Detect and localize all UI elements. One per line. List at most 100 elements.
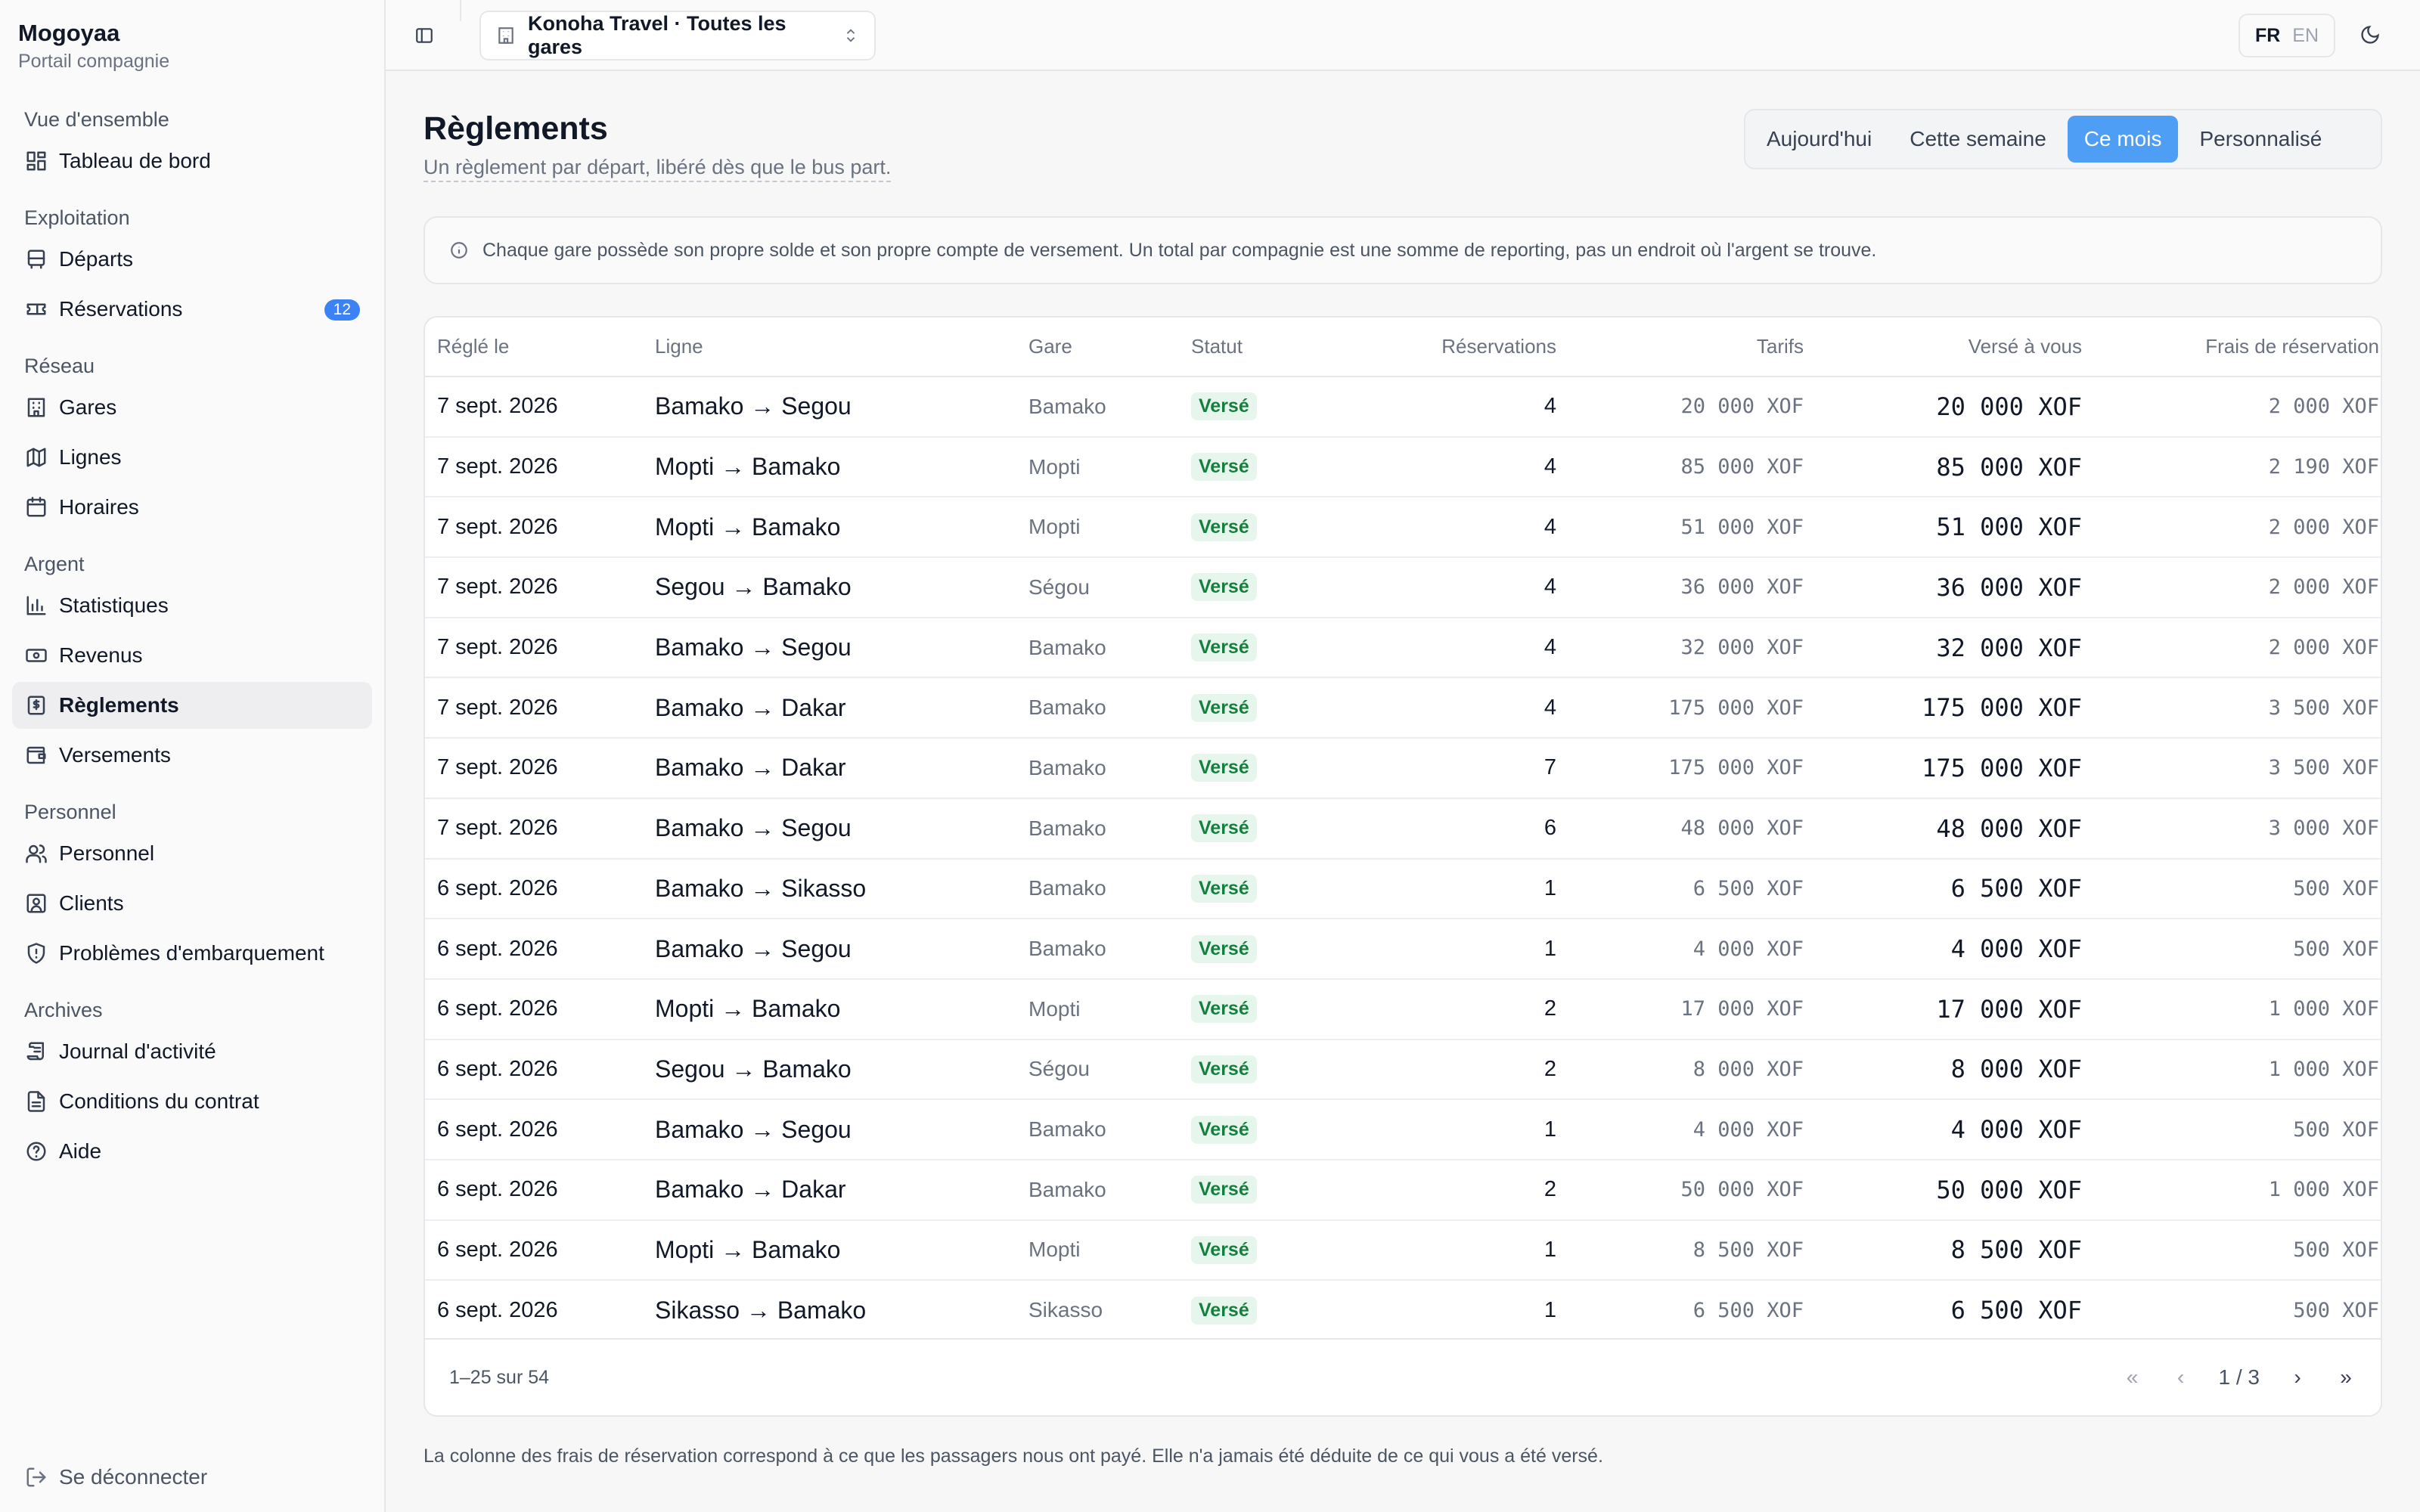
- cell-paid: 175 000 XOF: [1922, 753, 2082, 782]
- column-header-fees[interactable]: Frais de réservation: [2082, 318, 2381, 377]
- sidebar-item-reservations[interactable]: Réservations 12: [12, 286, 372, 333]
- cell-paid: 175 000 XOF: [1922, 693, 2082, 723]
- company-selector[interactable]: Konoha Travel · Toutes les gares: [479, 11, 876, 60]
- cell-fees: 2 000 XOF: [2268, 395, 2379, 419]
- cell-settled-date: 6 sept. 2026: [437, 1117, 558, 1142]
- status-badge: Versé: [1191, 573, 1257, 602]
- cell-bookings: 1: [1544, 1237, 1556, 1262]
- cell-fees: 500 XOF: [2293, 937, 2379, 961]
- cell-status: Versé: [1179, 1280, 1308, 1340]
- sidebar-item-statistics[interactable]: Statistiques: [12, 582, 372, 629]
- cell-station: Bamako: [1028, 937, 1106, 961]
- sidebar-item-label: Versements: [59, 743, 171, 767]
- column-header-fares[interactable]: Tarifs: [1556, 318, 1804, 377]
- table-row[interactable]: 7 sept. 2026 Bamako → Dakar Bamako Versé 7 17…: [425, 738, 2381, 798]
- cell-paid: 8 000 XOF: [1950, 1055, 2082, 1084]
- cell-line: Bamako → Segou: [655, 934, 852, 962]
- sidebar-toggle-button[interactable]: [411, 23, 437, 48]
- column-header-settled[interactable]: Réglé le: [425, 318, 643, 377]
- cell-fares: 175 000 XOF: [1668, 756, 1804, 780]
- status-badge: Versé: [1191, 693, 1257, 722]
- period-tab-today[interactable]: Aujourd'hui: [1767, 127, 1872, 150]
- cell-bookings: 2: [1544, 1056, 1556, 1081]
- first-page-button[interactable]: «: [2126, 1365, 2139, 1389]
- cell-bookings: 4: [1544, 454, 1556, 479]
- period-tab-this-week[interactable]: Cette semaine: [1910, 127, 2046, 150]
- shield-alert-icon: [24, 941, 48, 965]
- sidebar-item-boarding-issues[interactable]: Problèmes d'embarquement: [12, 930, 372, 977]
- table-row[interactable]: 6 sept. 2026 Bamako → Segou Bamako Versé 1 4 …: [425, 1099, 2381, 1160]
- period-tab-this-month[interactable]: Ce mois: [2067, 116, 2179, 163]
- sidebar-item-clients[interactable]: Clients: [12, 880, 372, 927]
- theme-toggle-button[interactable]: [2360, 24, 2382, 47]
- period-filter: Aujourd'hui Cette semaine Ce mois Person…: [1744, 109, 2382, 169]
- cell-paid: 4 000 XOF: [1950, 1115, 2082, 1145]
- status-badge: Versé: [1191, 1055, 1257, 1083]
- column-header-station[interactable]: Gare: [1016, 318, 1179, 377]
- cell-bookings: 7: [1544, 755, 1556, 780]
- nav-section-operations: Exploitation: [24, 206, 130, 229]
- sidebar-item-contract-terms[interactable]: Conditions du contrat: [12, 1078, 372, 1125]
- column-header-status[interactable]: Statut: [1179, 318, 1308, 377]
- table-row[interactable]: 7 sept. 2026 Bamako → Dakar Bamako Versé 4 17…: [425, 677, 2381, 739]
- cell-paid: 48 000 XOF: [1936, 813, 2082, 843]
- logout-button[interactable]: Se déconnecter: [24, 1465, 207, 1489]
- column-header-paid[interactable]: Versé à vous: [1804, 318, 2082, 377]
- table-row[interactable]: 7 sept. 2026 Bamako → Segou Bamako Versé 6 48…: [425, 798, 2381, 859]
- table-row[interactable]: 7 sept. 2026 Mopti → Bamako Mopti Versé 4 51 …: [425, 497, 2381, 558]
- sidebar-item-revenue[interactable]: Revenus: [12, 632, 372, 679]
- cell-paid: 17 000 XOF: [1936, 994, 2082, 1024]
- table-row[interactable]: 7 sept. 2026 Segou → Bamako Ségou Versé 4 36 …: [425, 557, 2381, 618]
- cell-line: Bamako → Segou: [655, 634, 852, 662]
- next-page-button[interactable]: ›: [2294, 1365, 2301, 1389]
- table-row[interactable]: 7 sept. 2026 Bamako → Segou Bamako Versé 4 32…: [425, 618, 2381, 678]
- cell-paid: 85 000 XOF: [1936, 452, 2082, 482]
- sidebar-item-departures[interactable]: Départs: [12, 236, 372, 283]
- lang-fr-button[interactable]: FR: [2254, 24, 2281, 46]
- sidebar-item-stations[interactable]: Gares: [12, 384, 372, 431]
- sidebar-item-staff[interactable]: Personnel: [12, 830, 372, 877]
- cell-fees: 1 000 XOF: [2268, 1057, 2379, 1081]
- period-tab-custom[interactable]: Personnalisé: [2199, 127, 2322, 150]
- sidebar-item-label: Lignes: [59, 445, 122, 469]
- table-row[interactable]: 6 sept. 2026 Sikasso → Bamako Sikasso Versé…: [425, 1280, 2381, 1340]
- cell-settled-date: 7 sept. 2026: [437, 755, 558, 780]
- table-row[interactable]: 6 sept. 2026 Mopti → Bamako Mopti Versé 2 17 …: [425, 979, 2381, 1040]
- cell-settled-date: 6 sept. 2026: [437, 875, 558, 900]
- cell-bookings: 4: [1544, 394, 1556, 419]
- cell-settled-date: 6 sept. 2026: [437, 996, 558, 1021]
- column-header-line[interactable]: Ligne: [643, 318, 1016, 377]
- cell-line: Bamako → Dakar: [655, 754, 846, 782]
- cell-status: Versé: [1179, 979, 1308, 1040]
- calendar-icon: [24, 495, 48, 519]
- status-badge: Versé: [1191, 995, 1257, 1024]
- language-switch: FR EN: [2238, 14, 2335, 57]
- lang-en-button[interactable]: EN: [2292, 24, 2319, 46]
- status-badge: Versé: [1191, 874, 1257, 903]
- sidebar-item-activity-log[interactable]: Journal d'activité: [12, 1028, 372, 1075]
- topbar: Konoha Travel · Toutes les gares FR EN: [386, 0, 2420, 71]
- sidebar-item-payouts[interactable]: Versements: [12, 732, 372, 779]
- last-page-button[interactable]: »: [2340, 1365, 2352, 1389]
- previous-page-button[interactable]: ‹: [2176, 1365, 2185, 1389]
- column-header-bookings[interactable]: Réservations: [1308, 318, 1556, 377]
- table-row[interactable]: 7 sept. 2026 Mopti → Bamako Mopti Versé 4 85 …: [425, 437, 2381, 497]
- table-row[interactable]: 6 sept. 2026 Mopti → Bamako Mopti Versé 1 8 5…: [425, 1220, 2381, 1281]
- status-badge: Versé: [1191, 814, 1257, 843]
- sidebar-item-schedules[interactable]: Horaires: [12, 484, 372, 531]
- sidebar-item-dashboard[interactable]: Tableau de bord: [12, 138, 372, 184]
- sidebar-item-help[interactable]: Aide: [12, 1128, 372, 1175]
- table-row[interactable]: 6 sept. 2026 Bamako → Segou Bamako Versé 1 4 …: [425, 919, 2381, 979]
- table-row[interactable]: 6 sept. 2026 Segou → Bamako Ségou Versé 2 8 0…: [425, 1040, 2381, 1100]
- cell-fares: 175 000 XOF: [1668, 696, 1804, 720]
- table-row[interactable]: 7 sept. 2026 Bamako → Segou Bamako Versé 4 20…: [425, 376, 2381, 437]
- sidebar-item-lines[interactable]: Lignes: [12, 434, 372, 481]
- status-badge: Versé: [1191, 634, 1257, 662]
- cell-bookings: 2: [1544, 996, 1556, 1021]
- sidebar-item-label: Aide: [59, 1139, 102, 1163]
- table-row[interactable]: 6 sept. 2026 Bamako → Dakar Bamako Versé 2 50…: [425, 1160, 2381, 1220]
- cell-station: Bamako: [1028, 876, 1106, 900]
- cell-station: Bamako: [1028, 394, 1106, 418]
- table-row[interactable]: 6 sept. 2026 Bamako → Sikasso Bamako Versé 1…: [425, 859, 2381, 919]
- sidebar-item-settlements[interactable]: Règlements: [12, 682, 372, 729]
